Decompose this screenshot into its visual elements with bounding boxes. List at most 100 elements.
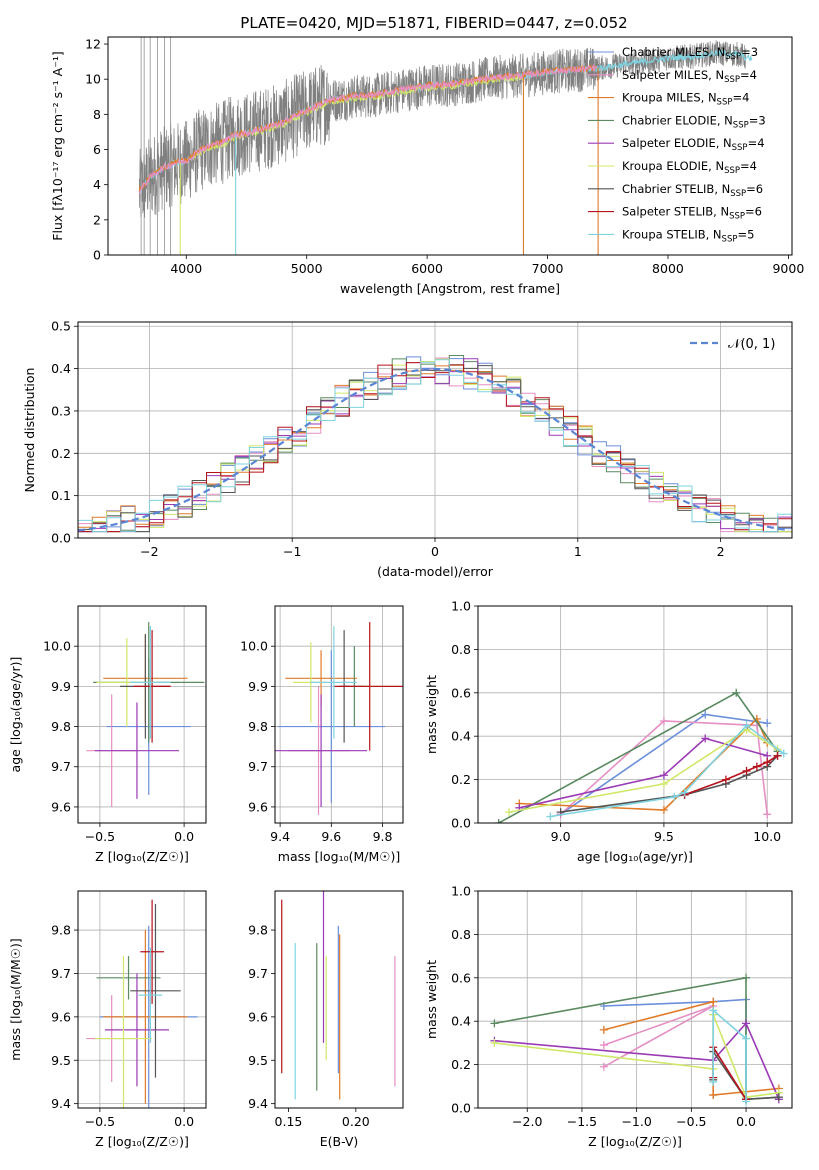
series-marker — [709, 1090, 718, 1099]
y-tick-label: 9.6 — [248, 1009, 268, 1024]
panel-mass_weight_vs_Z: −2.0 −1.5 −1.0 −0.5 0.0 0.0 0.2 0.4 0.6 0.8 1.0 Z [… — [424, 884, 793, 1149]
series-marker — [709, 1077, 718, 1086]
series-marker — [742, 973, 751, 982]
x-tick-label: 0.20 — [342, 1114, 370, 1129]
y-tick-label: 9.5 — [51, 1053, 71, 1068]
x-tick-label: 9.5 — [654, 829, 674, 844]
x-axis-label: age [log₁₀(age/yr)] — [577, 849, 693, 864]
series-line — [684, 755, 778, 796]
series-marker — [763, 758, 772, 767]
y-axis-label: Normed distribution — [22, 368, 37, 493]
x-tick-label: 0.15 — [275, 1114, 303, 1129]
x-tick-label: 0.0 — [174, 829, 194, 844]
legend-label: Kroupa ELODIE, NSSP=4 — [622, 159, 757, 176]
series-marker — [599, 1041, 608, 1050]
legend-label-text: Kroupa MILES, N — [622, 91, 717, 105]
series-marker — [742, 766, 751, 775]
series-marker — [779, 749, 788, 758]
series-marker — [774, 1093, 783, 1102]
y-tick-label: 0.6 — [451, 970, 471, 985]
legend-item: Kroupa ELODIE, NSSP=4 — [588, 159, 757, 176]
axes-frame — [107, 36, 793, 256]
y-tick-label: 0.2 — [451, 772, 471, 787]
axes-frame — [77, 890, 207, 1109]
x-tick-label: 5000 — [291, 261, 323, 276]
x-tick-label: −1 — [283, 544, 301, 559]
legend-label: Salpeter ELODIE, NSSP=4 — [622, 136, 765, 153]
y-axis-label: mass weight — [424, 960, 439, 1039]
normal-reference-curve — [78, 367, 790, 532]
legend-label-count: =4 — [732, 91, 749, 105]
grid-lines — [78, 322, 792, 539]
y-tick-label: 4 — [93, 177, 101, 192]
y-axis-label: Flux [fλ10⁻¹⁷ erg cm⁻² s⁻¹ A⁻¹] — [50, 51, 65, 240]
y-tick-label: 0.0 — [51, 531, 71, 546]
grid-lines — [275, 606, 403, 823]
series-salp_stelib — [680, 751, 782, 799]
axes-frame — [77, 605, 207, 824]
series-marker — [721, 775, 730, 784]
observed-spectrum — [138, 40, 747, 218]
x-tick-label: −2.0 — [512, 1114, 542, 1129]
y-tick-label: 9.8 — [248, 719, 268, 734]
y-tick-label: 0.4 — [51, 361, 71, 376]
legend: 𝒩(0, 1) — [690, 337, 775, 352]
x-tick-label: 4000 — [170, 261, 202, 276]
x-axis-label: E(B-V) — [320, 1134, 359, 1149]
plot-area — [281, 891, 396, 1100]
y-axis-label: mass [log₁₀(M/M☉)] — [8, 938, 23, 1060]
series-marker — [659, 805, 668, 814]
histogram-salp_elodie — [78, 358, 792, 533]
series-marker — [546, 812, 555, 821]
axes-frame — [477, 890, 793, 1109]
series-line — [603, 998, 747, 1100]
x-tick-label: −0.5 — [676, 1114, 706, 1129]
legend-label-count: =6 — [746, 182, 763, 196]
x-tick-label: 0.0 — [174, 1114, 194, 1129]
axes: 0.15 0.20 9.4 9.5 9.6 9.7 9.8 E(B-V) — [248, 890, 404, 1149]
series-krou_stelib — [546, 721, 788, 821]
x-tick-label: −0.5 — [85, 829, 115, 844]
plot-area — [138, 37, 753, 255]
y-tick-label: 0.8 — [451, 642, 471, 657]
x-tick-label: 9.4 — [270, 829, 290, 844]
x-axis-label: wavelength [Angstrom, rest frame] — [340, 281, 560, 296]
y-tick-label: 2 — [93, 212, 101, 227]
grid-lines — [78, 606, 206, 823]
legend-label-text: Chabrier MILES, N — [622, 45, 725, 59]
legend-label-count: =3 — [749, 113, 766, 127]
x-axis-label: (data-model)/error — [377, 564, 494, 579]
x-axis-label: mass [log₁₀(M/M☉)] — [278, 849, 400, 864]
legend-item: Chabrier ELODIE, NSSP=3 — [588, 113, 766, 130]
legend-label: Salpeter STELIB, NSSP=6 — [622, 205, 762, 222]
series-line — [519, 737, 768, 809]
y-tick-label: 10.0 — [240, 639, 268, 654]
y-tick-label: 9.4 — [248, 1096, 268, 1111]
y-tick-label: 9.7 — [248, 966, 268, 981]
series-marker — [742, 1034, 751, 1043]
series-line — [519, 717, 768, 811]
y-tick-label: 0.4 — [451, 1014, 471, 1029]
y-tick-label: 9.5 — [248, 1053, 268, 1068]
y-tick-label: 1.0 — [451, 599, 471, 614]
legend-item: Chabrier STELIB, NSSP=6 — [588, 182, 763, 199]
y-tick-label: 10 — [85, 72, 101, 87]
x-tick-label: −0.5 — [85, 1114, 115, 1129]
legend-label-count: =3 — [741, 45, 758, 59]
legend-label: Salpeter MILES, NSSP=4 — [622, 68, 757, 85]
y-tick-label: 9.7 — [248, 759, 268, 774]
y-tick-label: 6 — [93, 142, 101, 157]
series-marker — [763, 719, 772, 728]
series-marker — [709, 1006, 718, 1015]
axes-frame — [274, 605, 404, 824]
plot-area — [86, 899, 198, 1108]
series-line — [508, 728, 778, 813]
y-tick-label: 0.2 — [51, 446, 71, 461]
errorbar-point — [275, 694, 368, 807]
legend-label-text: Chabrier ELODIE, N — [622, 113, 733, 127]
y-tick-label: 0.1 — [51, 488, 71, 503]
x-tick-label: 0.0 — [736, 1114, 756, 1129]
x-tick-label: −1.0 — [621, 1114, 651, 1129]
